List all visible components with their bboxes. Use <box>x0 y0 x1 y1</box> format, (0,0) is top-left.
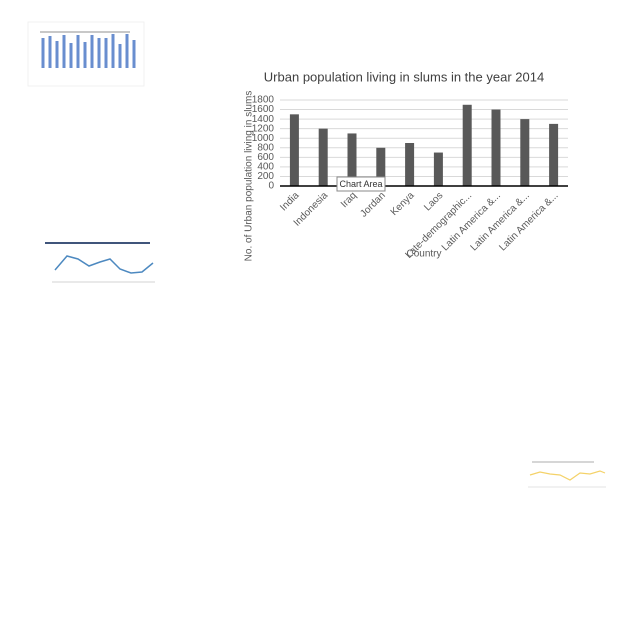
thumbnail-line-chart <box>45 242 155 283</box>
y-tick-label: 200 <box>257 171 274 182</box>
x-tick-label: Iraq <box>339 190 359 210</box>
bar <box>318 128 328 186</box>
y-tick-label: 800 <box>257 142 274 153</box>
bar <box>491 109 501 186</box>
thumbnail-bars <box>41 34 136 68</box>
bar <box>289 114 299 186</box>
x-tick-label: Jordan <box>358 190 387 219</box>
x-tick-label: Laos <box>422 190 445 213</box>
y-tick-label: 400 <box>257 162 274 173</box>
x-axis-label: Country <box>406 249 441 260</box>
tooltip: Chart Area <box>336 176 386 192</box>
y-tick-label: 1000 <box>252 133 275 144</box>
thumbnail-yellow-line-chart <box>528 461 606 488</box>
bar <box>549 123 559 186</box>
bar <box>520 119 530 186</box>
tooltip-text: Chart Area <box>339 179 382 189</box>
thumbnail-line <box>54 255 154 274</box>
bar <box>433 152 443 186</box>
tooltip-box <box>336 176 386 192</box>
x-tick-label: India <box>278 190 301 213</box>
bar <box>405 143 415 186</box>
thumbnail-bar-chart <box>27 21 145 87</box>
y-tick-label: 0 <box>268 181 274 192</box>
bar <box>376 147 386 186</box>
y-axis-label: No. of Urban population living in slums <box>244 91 255 262</box>
chart-title: Urban population living in slums in the … <box>264 69 544 84</box>
bar <box>462 104 472 186</box>
thumbnail-line <box>529 470 606 481</box>
y-tick-label: 1600 <box>252 104 275 115</box>
y-tick-label: 1400 <box>252 114 275 125</box>
y-tick-label: 1800 <box>252 95 275 106</box>
x-tick-label: Kenya <box>389 190 417 218</box>
y-tick-label: 600 <box>257 152 274 163</box>
bar <box>347 133 357 186</box>
y-tick-label: 1200 <box>252 123 275 134</box>
plot: 020040060080010001200140016001800IndiaIn… <box>252 95 568 261</box>
